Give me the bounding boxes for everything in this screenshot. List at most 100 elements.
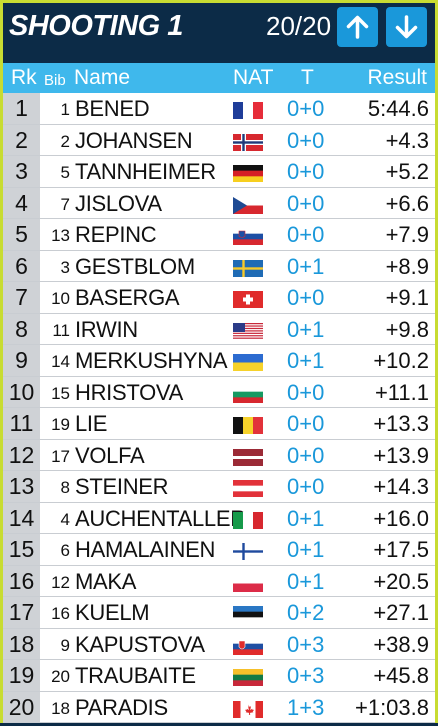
athlete-name: BASERGA <box>75 285 180 310</box>
shooting-misses: 0+3 <box>287 631 325 657</box>
nation-flag-icon <box>233 102 263 119</box>
shooting-misses: 0+2 <box>287 600 325 625</box>
table-row: 6 3 GESTBLOM 0+1 +8.9 <box>3 250 435 282</box>
result-time: +7.9 <box>385 222 429 247</box>
result-time: +1:03.8 <box>354 694 429 720</box>
result-time: +11.1 <box>374 379 429 405</box>
nation-flag-icon <box>233 543 263 560</box>
nation-flag-icon <box>233 354 263 371</box>
rank-cell: 10 <box>3 376 40 407</box>
athlete-name: MAKA <box>75 568 137 594</box>
rank-cell: 13 <box>3 471 40 502</box>
table-row: 13 8 STEINER 0+0 +14.3 <box>3 471 435 503</box>
shooting-misses: 0+0 <box>287 474 325 499</box>
bib-cell: 18 <box>51 698 70 718</box>
result-time: +6.6 <box>385 190 429 216</box>
nation-flag-icon <box>233 480 263 497</box>
athlete-name: VOLFA <box>75 442 145 468</box>
result-time: +45.8 <box>373 663 429 688</box>
athlete-name: HRISTOVA <box>75 379 184 405</box>
arrow-up-icon <box>346 15 369 39</box>
athlete-name: HAMALAINEN <box>75 537 216 562</box>
column-header-row: Rk Bib Name NAT T Result <box>3 63 435 93</box>
bib-cell: 11 <box>52 320 70 340</box>
result-time: +10.2 <box>373 348 429 373</box>
rank-cell: 7 <box>3 282 40 313</box>
bib-cell: 2 <box>60 131 70 151</box>
bib-cell: 5 <box>60 163 70 182</box>
table-row: 5 13 REPINC 0+0 +7.9 <box>3 219 435 251</box>
column-header-name: Name <box>74 66 131 89</box>
column-header-shots: T <box>301 66 314 89</box>
table-row: 11 19 LIE 0+0 +13.3 <box>3 408 435 440</box>
bib-cell: 14 <box>51 352 70 371</box>
athlete-name: KAPUSTOVA <box>75 631 205 657</box>
bib-cell: 20 <box>51 667 70 686</box>
nation-flag-icon <box>233 448 263 466</box>
table-row: 8 11 IRWIN 0+1 +9.8 <box>3 313 435 345</box>
nation-flag-icon <box>233 637 263 655</box>
nation-flag-icon <box>233 228 263 245</box>
table-row: 20 18 PARADIS 1+3 +1:03.8 <box>3 691 435 723</box>
page-title: SHOOTING 1 <box>9 10 183 42</box>
column-header-rank: Rk <box>11 66 37 89</box>
bib-cell: 16 <box>51 604 70 623</box>
nation-flag-icon <box>233 196 263 214</box>
rank-cell: 14 <box>3 502 40 533</box>
column-header-nation: NAT <box>233 66 274 89</box>
shooting-misses: 0+1 <box>287 568 325 594</box>
column-header-result: Result <box>367 66 427 89</box>
result-counter: 20/20 <box>266 11 332 41</box>
result-time: +14.3 <box>373 474 429 499</box>
shooting-misses: 0+1 <box>287 253 325 279</box>
athlete-name: PARADIS <box>75 694 168 720</box>
table-row: 4 7 JISLOVA 0+0 +6.6 <box>3 187 435 219</box>
rank-cell: 12 <box>3 439 40 470</box>
bib-cell: 13 <box>51 226 70 245</box>
result-time: +13.9 <box>373 442 429 468</box>
shooting-misses: 0+0 <box>287 159 325 184</box>
bib-cell: 7 <box>60 194 70 214</box>
shooting-misses: 0+0 <box>287 190 325 216</box>
shooting-misses: 0+0 <box>287 442 325 468</box>
shooting-misses: 0+3 <box>287 663 325 688</box>
table-row: 9 14 MERKUSHYNA 0+1 +10.2 <box>3 345 435 377</box>
shooting-misses: 0+0 <box>287 285 325 310</box>
scroll-down-button[interactable] <box>386 7 427 47</box>
table-row: 2 2 JOHANSEN 0+0 +4.3 <box>3 124 435 156</box>
nation-flag-icon <box>233 165 263 182</box>
table-row: 18 9 KAPUSTOVA 0+3 +38.9 <box>3 628 435 660</box>
result-time: +17.5 <box>373 537 429 562</box>
table-row: 12 17 VOLFA 0+0 +13.9 <box>3 439 435 471</box>
rank-cell: 19 <box>3 660 40 691</box>
shooting-misses: 0+0 <box>287 96 325 121</box>
athlete-name: JISLOVA <box>75 190 162 216</box>
nation-flag-icon <box>233 133 263 151</box>
rank-cell: 4 <box>3 187 40 218</box>
rank-cell: 20 <box>3 691 40 722</box>
shooting-misses: 0+1 <box>287 505 325 531</box>
athlete-name: AUCHENTALLER <box>75 505 246 531</box>
rank-cell: 3 <box>3 156 40 187</box>
rank-cell: 18 <box>3 628 40 659</box>
rank-cell: 9 <box>3 345 40 376</box>
rank-cell: 5 <box>3 219 40 250</box>
nation-flag-icon <box>233 322 263 340</box>
bib-cell: 15 <box>51 383 70 403</box>
header: SHOOTING 1 20/20 <box>3 3 435 61</box>
nation-flag-icon <box>233 606 263 623</box>
shooting-misses: 0+0 <box>287 411 325 436</box>
rank-cell: 1 <box>3 93 40 124</box>
result-time: +16.0 <box>373 505 429 531</box>
result-time: +27.1 <box>373 600 429 625</box>
rank-cell: 17 <box>3 597 40 628</box>
scroll-up-button[interactable] <box>337 7 378 47</box>
shooting-misses: 0+1 <box>287 316 325 342</box>
result-time: +9.8 <box>385 316 429 342</box>
athlete-name: KUELM <box>75 600 150 625</box>
bib-cell: 9 <box>60 635 70 655</box>
table-row: 3 5 TANNHEIMER 0+0 +5.2 <box>3 156 435 188</box>
athlete-name: LIE <box>75 411 108 436</box>
rank-cell: 16 <box>3 565 40 596</box>
